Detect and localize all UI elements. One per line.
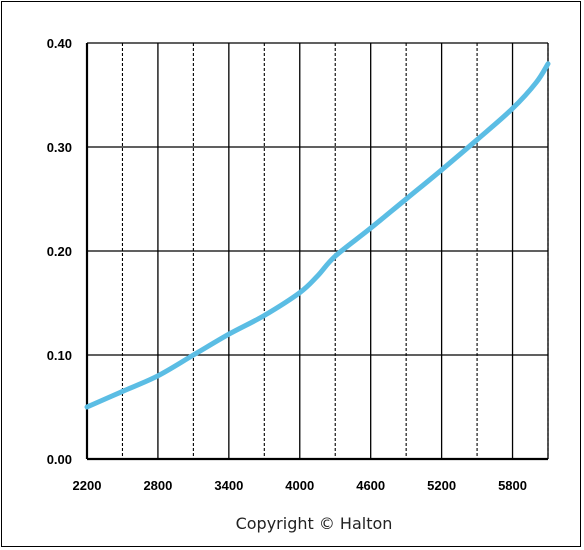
x-tick-label: 5800 (498, 478, 527, 493)
x-tick-label: 3400 (214, 478, 243, 493)
x-tick-label: 5200 (427, 478, 456, 493)
y-tick-label: 0.00 (47, 452, 72, 467)
y-tick-label: 0.30 (47, 140, 72, 155)
copyright-text: Copyright © Halton (236, 514, 393, 533)
x-tick-label: 4600 (356, 478, 385, 493)
x-tick-label: 2800 (143, 478, 172, 493)
x-tick-label: 2200 (73, 478, 102, 493)
series-group (84, 61, 551, 410)
y-tick-label: 0.20 (47, 244, 72, 259)
y-tick-label: 0.40 (47, 36, 72, 51)
series-line (84, 61, 551, 410)
y-tick-label: 0.10 (47, 348, 72, 363)
y-axis-tick-labels: 0.00 0.10 0.20 0.30 0.40 (47, 36, 72, 467)
x-tick-label: 4000 (285, 478, 314, 493)
x-axis-tick-labels: 2200 2800 3400 4000 4600 5200 5800 (73, 478, 527, 493)
grid-lines (85, 42, 549, 461)
